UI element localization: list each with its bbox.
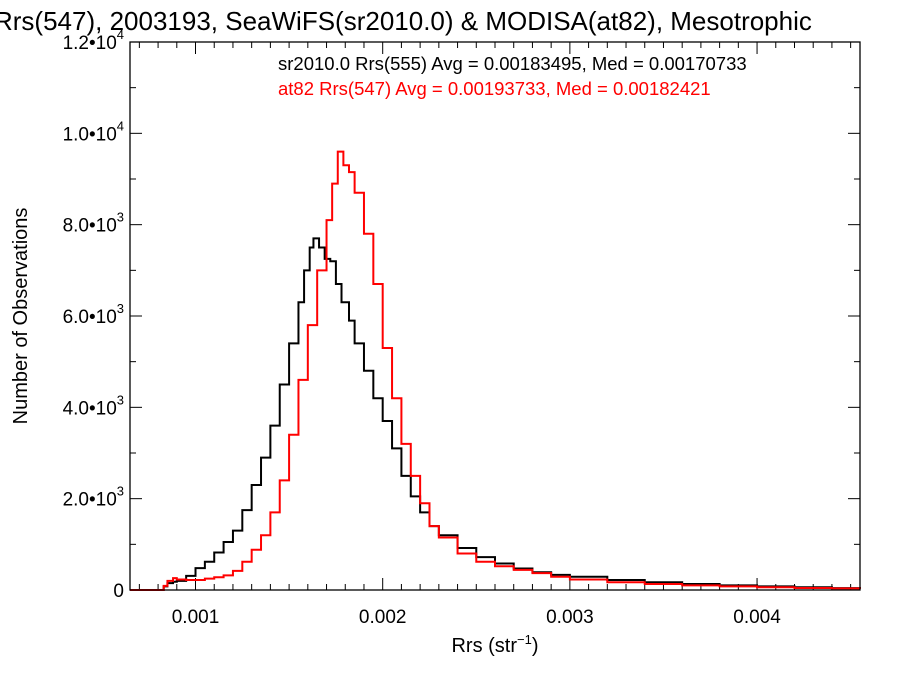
y-tick-label: 4.0•103	[63, 392, 124, 419]
chart-title: Rrs(547), 2003193, SeaWiFS(sr2010.0) & M…	[0, 6, 812, 36]
tick-labels: 0.001 0.002 0.003 0.004 0 2.0•103 4.0•103 6.0•1…	[63, 27, 782, 628]
x-tick-label: 0.003	[546, 607, 594, 628]
x-tick-label: 0.001	[172, 607, 220, 628]
x-tick-label: 0.004	[733, 607, 781, 628]
y-tick-label: 8.0•103	[63, 210, 124, 237]
legend-entry-at82: at82 Rrs(547) Avg = 0.00193733, Med = 0.…	[278, 78, 711, 99]
series-group	[130, 150, 861, 591]
y-tick-label: 2.0•103	[63, 484, 124, 511]
x-tick-label: 0.002	[359, 607, 407, 628]
series-sr2010-histogram	[130, 237, 861, 591]
plot-frame	[129, 41, 861, 591]
y-tick-label: 1.0•104	[63, 118, 124, 145]
axis-ticks	[130, 41, 860, 591]
series-at82-histogram	[130, 150, 861, 591]
y-axis-label: Number of Observations	[10, 208, 32, 425]
y-tick-label: 0	[113, 581, 124, 602]
y-tick-label: 6.0•103	[63, 301, 124, 328]
y-tick-label: 1.2•104	[63, 27, 124, 54]
legend-entry-sr2010: sr2010.0 Rrs(555) Avg = 0.00183495, Med …	[278, 53, 747, 74]
x-axis-label: Rrs (str−1)	[451, 632, 538, 657]
